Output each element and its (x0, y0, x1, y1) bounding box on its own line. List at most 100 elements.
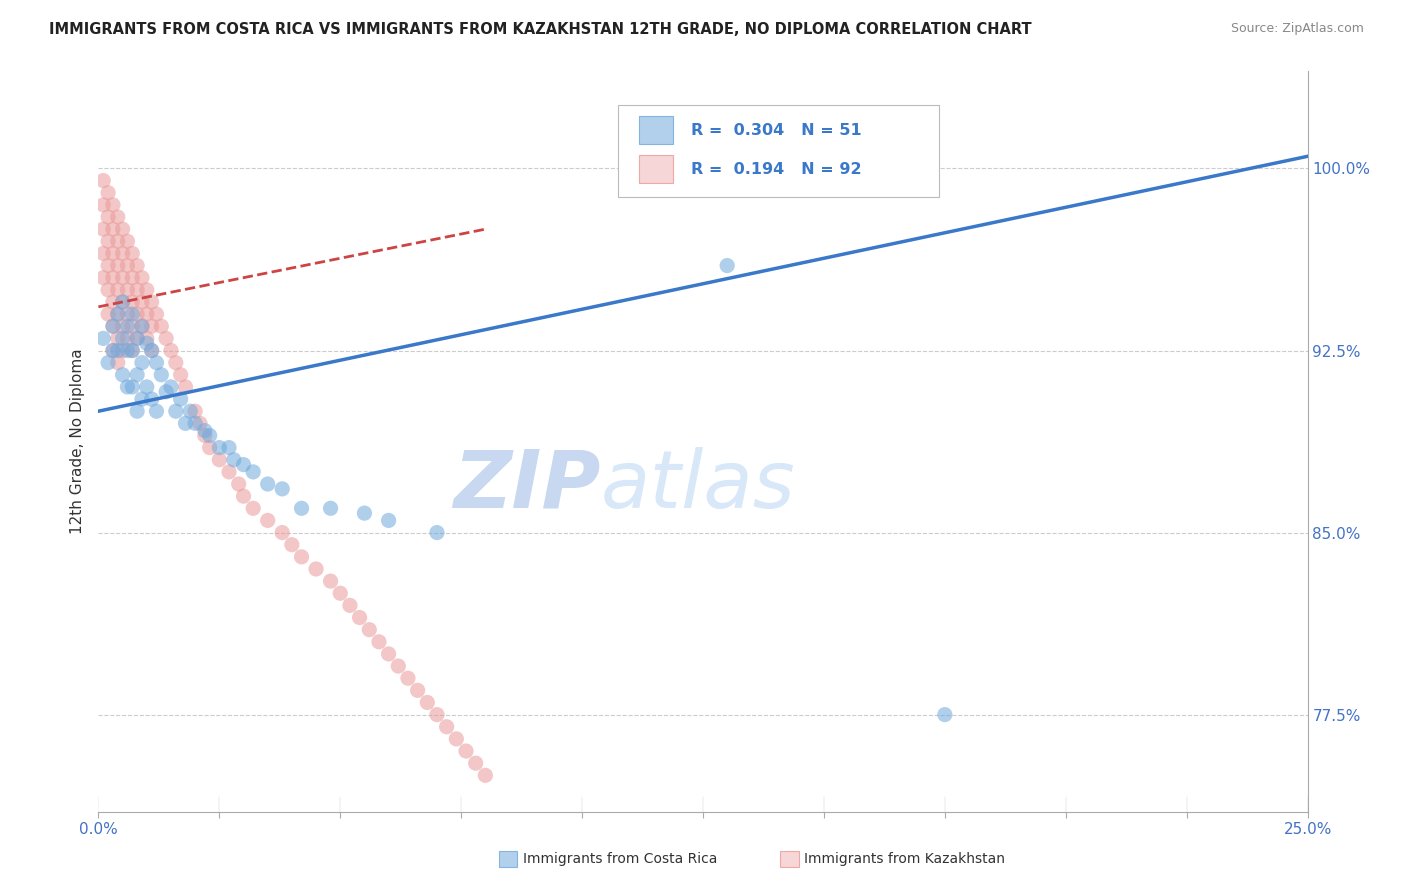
Point (198, 428, 221, 442)
Point (290, 501, 312, 516)
Point (368, 635, 391, 649)
Point (474, 768, 496, 782)
Point (319, 501, 342, 516)
Point (184, 417, 207, 431)
Point (169, 368, 191, 382)
Point (160, 343, 183, 358)
Point (353, 506, 375, 520)
Point (107, 259, 129, 273)
Point (141, 343, 163, 358)
Point (232, 458, 254, 472)
Point (396, 671, 419, 685)
Point (145, 356, 167, 370)
Y-axis label: 12th Grade, No Diploma: 12th Grade, No Diploma (69, 349, 84, 534)
Point (150, 319, 173, 334)
Point (131, 270, 153, 285)
Point (97, 234, 120, 248)
Point (271, 525, 294, 540)
Point (141, 319, 163, 334)
Point (416, 696, 439, 710)
Point (117, 283, 139, 297)
Point (281, 538, 304, 552)
Point (377, 513, 399, 527)
Point (174, 417, 197, 431)
Point (242, 465, 264, 479)
Point (131, 392, 153, 406)
Point (135, 336, 157, 351)
FancyBboxPatch shape (638, 116, 673, 145)
Point (256, 477, 278, 491)
Point (218, 465, 240, 479)
Point (218, 441, 240, 455)
Point (208, 452, 231, 467)
Text: Immigrants from Kazakhstan: Immigrants from Kazakhstan (804, 852, 1005, 866)
Point (101, 198, 124, 212)
Point (131, 356, 153, 370)
Point (117, 343, 139, 358)
Text: atlas: atlas (600, 447, 794, 525)
Point (188, 417, 211, 431)
Point (117, 380, 139, 394)
Point (117, 234, 139, 248)
Point (131, 319, 153, 334)
Point (107, 356, 129, 370)
Point (91, 270, 114, 285)
Point (165, 404, 187, 418)
Point (174, 380, 197, 394)
Point (145, 307, 167, 321)
Point (127, 259, 149, 273)
Point (101, 270, 124, 285)
Point (121, 307, 143, 321)
Point (127, 307, 149, 321)
Text: ZIP: ZIP (453, 447, 600, 525)
Text: R =  0.194   N = 92: R = 0.194 N = 92 (690, 161, 862, 177)
Point (208, 441, 231, 455)
Point (165, 356, 187, 370)
Point (111, 246, 134, 260)
Point (426, 707, 449, 722)
Point (232, 489, 254, 503)
Point (127, 331, 149, 345)
Text: Immigrants from Costa Rica: Immigrants from Costa Rica (523, 852, 717, 866)
Point (464, 756, 486, 771)
Point (97, 210, 120, 224)
Point (198, 441, 221, 455)
Point (184, 404, 207, 418)
Point (349, 610, 371, 624)
Point (131, 319, 153, 334)
Point (107, 234, 129, 248)
Point (121, 319, 143, 334)
Point (406, 683, 429, 698)
Point (91, 173, 114, 187)
Point (111, 368, 134, 382)
Point (305, 562, 328, 576)
Point (117, 259, 139, 273)
Point (426, 525, 449, 540)
Point (97, 283, 120, 297)
Point (111, 270, 134, 285)
Point (150, 368, 173, 382)
Point (141, 295, 163, 310)
Point (91, 222, 114, 236)
Point (107, 331, 129, 345)
Point (934, 707, 956, 722)
Point (135, 307, 157, 321)
Point (101, 222, 124, 236)
Point (155, 331, 177, 345)
Point (97, 307, 120, 321)
Point (97, 259, 120, 273)
Point (155, 384, 177, 399)
Point (97, 356, 120, 370)
Point (117, 307, 139, 321)
Point (107, 283, 129, 297)
FancyBboxPatch shape (638, 155, 673, 183)
Point (111, 295, 134, 310)
Point (107, 210, 129, 224)
Point (359, 623, 381, 637)
Point (121, 343, 143, 358)
Point (141, 343, 163, 358)
Point (121, 343, 143, 358)
Point (101, 295, 124, 310)
Point (127, 331, 149, 345)
Point (271, 482, 294, 496)
